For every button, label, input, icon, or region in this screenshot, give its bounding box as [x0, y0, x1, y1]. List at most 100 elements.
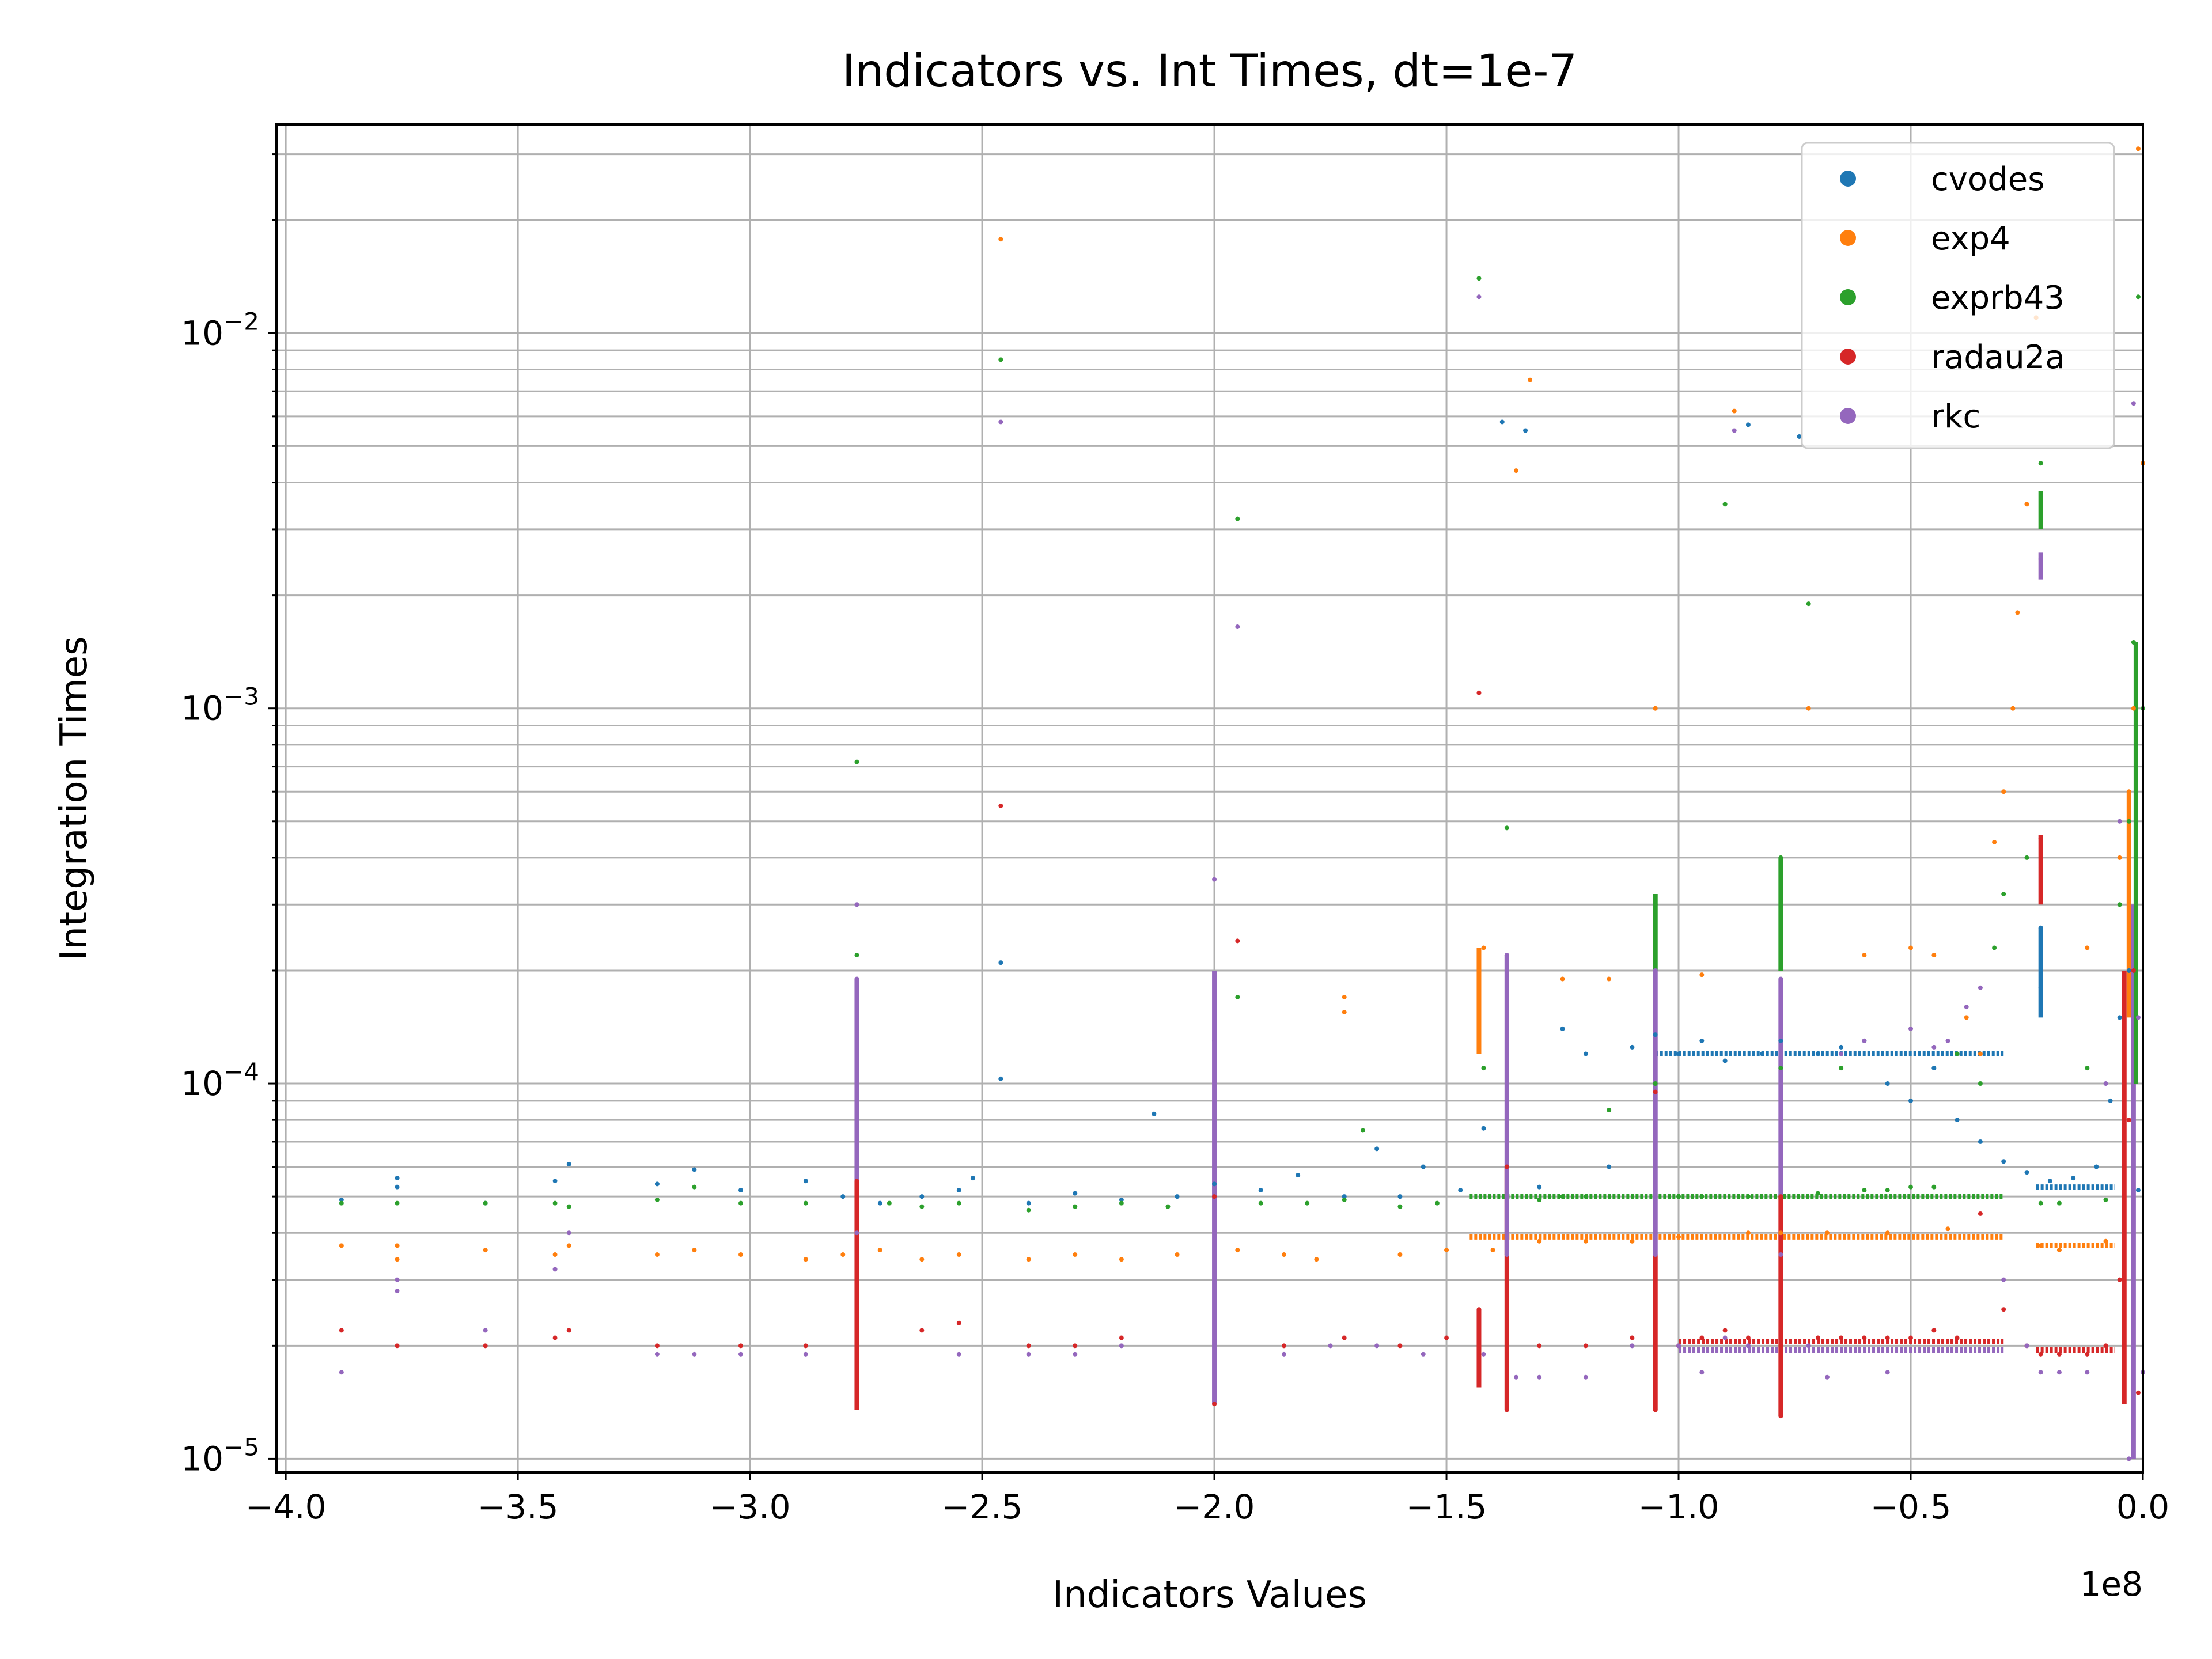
data-point — [1481, 1351, 1486, 1357]
data-point — [395, 1184, 400, 1190]
data-point — [654, 1343, 660, 1349]
data-point — [1119, 1200, 1124, 1206]
data-point — [2085, 1351, 2090, 1357]
data-point — [1504, 825, 1509, 831]
data-point — [395, 1257, 400, 1262]
data-point — [1281, 1351, 1286, 1357]
data-point — [395, 1289, 400, 1294]
data-point — [2047, 1179, 2052, 1184]
axes-frame — [275, 123, 2144, 1474]
data-point — [998, 419, 1003, 425]
data-point — [1583, 1343, 1588, 1349]
data-point — [1778, 1038, 1783, 1043]
data-point — [395, 1200, 400, 1206]
data-point — [1537, 1374, 1542, 1380]
data-point — [2126, 819, 2131, 824]
data-point — [1778, 1252, 1783, 1257]
data-point — [1583, 1374, 1588, 1380]
data-point — [1778, 855, 1783, 860]
data-point — [1699, 1370, 1705, 1375]
data-point — [2131, 706, 2136, 711]
data-point — [1458, 1188, 1463, 1193]
data-point — [956, 1320, 961, 1325]
legend-box — [1801, 142, 2115, 449]
data-point — [1152, 1111, 1157, 1116]
data-point — [1745, 1230, 1751, 1236]
data-point — [1806, 706, 1811, 711]
data-point — [919, 1257, 925, 1262]
data-point — [840, 1194, 846, 1199]
data-point — [2135, 1188, 2141, 1193]
data-point — [2038, 1200, 2043, 1206]
data-point — [483, 1343, 488, 1349]
legend-marker — [1840, 171, 1856, 187]
data-point — [956, 1200, 961, 1206]
x-tick-label: −3.0 — [710, 1487, 791, 1527]
data-point — [2094, 1164, 2099, 1169]
data-point — [1815, 1335, 1820, 1340]
data-point — [654, 1351, 660, 1357]
data-point — [1630, 1335, 1635, 1340]
data-point — [2038, 1243, 2043, 1248]
data-point — [877, 1200, 882, 1206]
data-point — [1824, 1230, 1830, 1236]
data-point — [1978, 1081, 1983, 1086]
data-point — [1537, 1184, 1542, 1190]
data-point — [395, 1243, 400, 1248]
data-point — [1281, 1343, 1286, 1349]
data-point — [1699, 972, 1705, 978]
data-point — [2117, 902, 2122, 907]
data-point — [566, 1328, 571, 1333]
data-point — [1490, 1248, 1495, 1253]
data-point — [998, 357, 1003, 362]
data-point — [1699, 1194, 1705, 1199]
data-point — [1583, 1051, 1588, 1056]
data-point — [692, 1167, 697, 1172]
legend-label: exprb43 — [1931, 279, 2065, 317]
data-point — [1885, 1335, 1890, 1340]
data-point — [1955, 1118, 1960, 1123]
data-point — [692, 1184, 697, 1190]
x-offset-label: 1e8 — [2080, 1565, 2143, 1604]
data-point — [1630, 1044, 1635, 1050]
data-point — [692, 1351, 697, 1357]
data-point — [1119, 1343, 1124, 1349]
data-point — [1732, 428, 1737, 433]
data-point — [854, 1179, 859, 1184]
data-point — [998, 960, 1003, 965]
data-point — [998, 803, 1003, 808]
data-point — [1328, 1343, 1333, 1349]
data-point — [1481, 945, 1486, 950]
data-point — [1839, 1335, 1844, 1340]
data-point — [1676, 1343, 1681, 1349]
data-point — [1305, 1200, 1310, 1206]
data-point — [1653, 1089, 1658, 1094]
data-point — [2056, 1248, 2062, 1253]
legend-label: radau2a — [1931, 339, 2065, 376]
data-point — [483, 1200, 488, 1206]
data-point — [1397, 1343, 1403, 1349]
data-point — [1537, 1197, 1542, 1202]
data-point — [1908, 1184, 1914, 1190]
data-point — [919, 1328, 925, 1333]
data-point — [1745, 1343, 1751, 1349]
data-point — [552, 1335, 558, 1340]
data-point — [1978, 1139, 1983, 1144]
data-point — [1537, 1343, 1542, 1349]
data-point — [1931, 953, 1937, 958]
data-point — [1778, 1194, 1783, 1199]
data-point — [339, 1243, 344, 1248]
data-point — [1862, 1335, 1867, 1340]
data-point — [2131, 401, 2136, 406]
axis-ticks: −4.0 −3.5 −3.0 −2.5 −2.0 −1.5 −1.0 −0.5 0.0 10−5 1… — [181, 153, 2169, 1527]
data-point — [854, 953, 859, 958]
data-point — [1444, 1248, 1449, 1253]
data-point — [1908, 945, 1914, 950]
data-point — [1258, 1200, 1263, 1206]
data-point — [1964, 1005, 1969, 1010]
data-point — [1653, 1252, 1658, 1257]
legend-marker — [1840, 230, 1856, 246]
data-point — [2135, 294, 2141, 300]
data-point — [1653, 706, 1658, 711]
data-point — [2131, 968, 2136, 973]
